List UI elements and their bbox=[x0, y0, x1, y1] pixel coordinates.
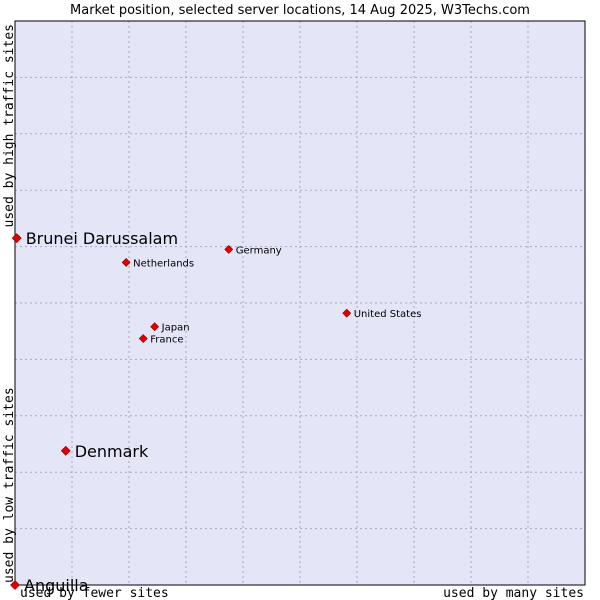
y-axis-label-top: used by high traffic sites bbox=[2, 24, 17, 228]
point-netherlands: Netherlands bbox=[122, 258, 194, 269]
chart-title: Market position, selected server locatio… bbox=[70, 3, 530, 18]
point-label-france: France bbox=[150, 335, 183, 346]
point-brunei-darussalam: Brunei Darussalam bbox=[12, 229, 178, 248]
point-denmark: Denmark bbox=[61, 442, 149, 461]
point-united-states: United States bbox=[343, 309, 422, 320]
x-axis-label-right: used by many sites bbox=[443, 586, 584, 600]
market-position-chart: Market position, selected server locatio… bbox=[0, 0, 600, 600]
point-label-brunei-darussalam: Brunei Darussalam bbox=[26, 229, 178, 248]
x-axis-label-left: used by fewer sites bbox=[20, 586, 169, 600]
point-label-united-states: United States bbox=[354, 309, 422, 320]
point-label-germany: Germany bbox=[236, 245, 282, 256]
point-label-denmark: Denmark bbox=[75, 442, 149, 461]
y-axis-label-bottom: used by low traffic sites bbox=[2, 387, 17, 583]
point-label-netherlands: Netherlands bbox=[133, 258, 194, 269]
point-label-japan: Japan bbox=[161, 323, 190, 334]
